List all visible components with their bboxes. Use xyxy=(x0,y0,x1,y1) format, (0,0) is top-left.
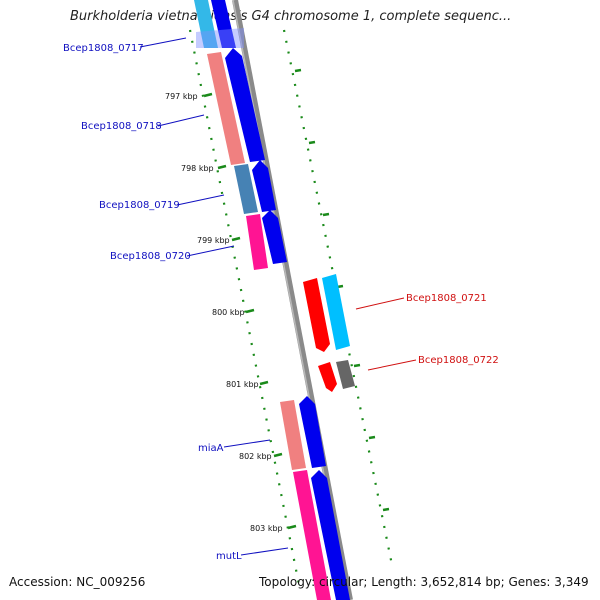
right-connectors xyxy=(355,297,417,371)
kbp-label-802: 802 kbp xyxy=(239,452,272,461)
gene-label-0719[interactable]: Bcep1808_0719 xyxy=(99,200,180,211)
gene-label-0722[interactable]: Bcep1808_0722 xyxy=(418,355,499,366)
left-connectors xyxy=(139,37,289,556)
kbp-label-803: 803 kbp xyxy=(250,524,283,533)
tick-802 xyxy=(273,452,283,458)
tick-801 xyxy=(259,380,269,386)
gene-0721-arrow[interactable] xyxy=(303,278,330,352)
gene-label-miaA[interactable]: miaA xyxy=(198,443,224,454)
gene-0717-shade xyxy=(196,28,244,48)
kbp-label-797: 797 kbp xyxy=(165,92,198,101)
gene-0722-arrow[interactable] xyxy=(318,362,337,392)
right-ticks xyxy=(294,68,390,512)
gene-label-0721[interactable]: Bcep1808_0721 xyxy=(406,293,487,304)
gene-label-mutL[interactable]: mutL xyxy=(216,551,242,562)
kbp-label-800: 800 kbp xyxy=(212,308,245,317)
map-title: Burkholderia vietnamiensis G4 chromosome… xyxy=(70,9,512,24)
tick-798 xyxy=(217,164,227,170)
gene-label-0720[interactable]: Bcep1808_0720 xyxy=(110,251,191,262)
genome-summary-text: Topology: circular; Length: 3,652,814 bp… xyxy=(259,575,589,589)
gene-0717-arrow[interactable] xyxy=(211,0,236,48)
gene-label-0718[interactable]: Bcep1808_0718 xyxy=(81,121,162,132)
gene-miaA-cds-bar[interactable] xyxy=(280,400,306,470)
gene-0722-cds-bar[interactable] xyxy=(336,360,355,389)
accession-text: Accession: NC_009256 xyxy=(9,575,146,589)
tick-799 xyxy=(231,236,241,242)
gene-label-0717[interactable]: Bcep1808_0717 xyxy=(63,43,144,54)
gene-mutL-cds-bar[interactable] xyxy=(293,470,331,600)
gene-mutL-arrow[interactable] xyxy=(311,470,350,600)
tick-797 xyxy=(203,92,213,98)
kbp-label-798: 798 kbp xyxy=(181,164,214,173)
gene-miaA-arrow[interactable] xyxy=(299,396,326,468)
gene-0718-arrow[interactable] xyxy=(225,48,265,162)
gene-0717-cds-bar[interactable] xyxy=(194,0,218,48)
tick-803 xyxy=(287,524,297,530)
kbp-label-801: 801 kbp xyxy=(226,380,259,389)
tick-800 xyxy=(245,308,255,314)
gene-0720-arrow[interactable] xyxy=(262,210,287,264)
gene-0720-cds-bar[interactable] xyxy=(246,214,268,270)
gene-0719-cds-bar[interactable] xyxy=(234,164,258,214)
gene-0719-arrow[interactable] xyxy=(252,160,276,212)
gene-0721-cds-bar[interactable] xyxy=(322,274,350,350)
gene-0718-cds-bar[interactable] xyxy=(207,52,245,165)
kbp-label-799: 799 kbp xyxy=(197,236,230,245)
